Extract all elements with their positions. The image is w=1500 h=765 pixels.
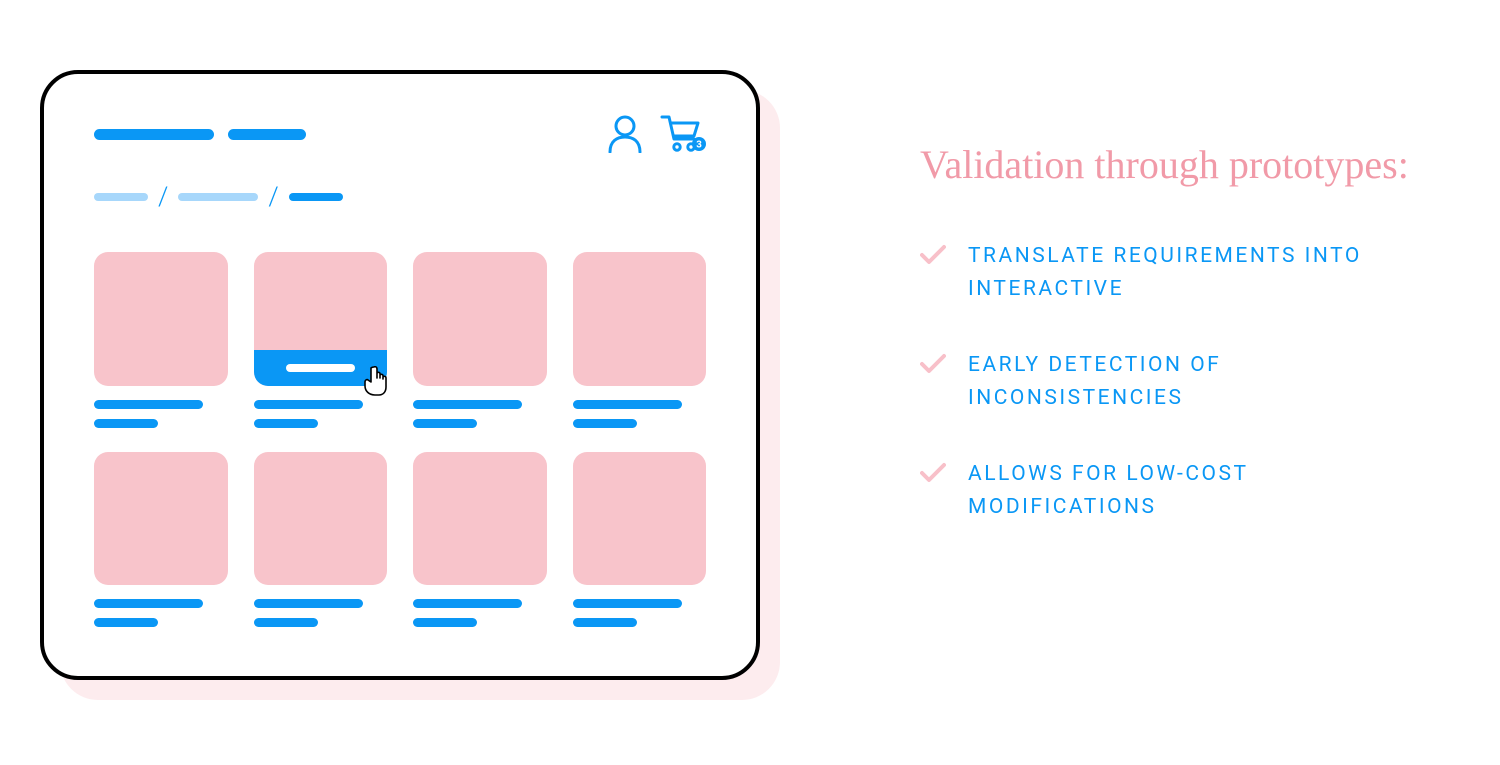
- product-text-placeholder: [413, 618, 477, 627]
- bullet-text: ALLOWS FOR LOW-COST MODIFICATIONS: [968, 458, 1440, 523]
- bullet-item: TRANSLATE REQUIREMENTS INTO INTERACTIVE: [920, 240, 1440, 305]
- content-panel: Validation through prototypes: TRANSLATE…: [800, 0, 1500, 523]
- product-card: [254, 452, 388, 628]
- product-card: [413, 452, 547, 628]
- product-image-placeholder: [94, 452, 228, 586]
- wireframe-header: 3: [94, 114, 706, 154]
- product-text-placeholder: [573, 400, 682, 409]
- bullet-list: TRANSLATE REQUIREMENTS INTO INTERACTIVE E…: [920, 240, 1440, 523]
- wireframe-title-placeholder: [94, 129, 306, 140]
- product-grid: [94, 252, 706, 627]
- product-text-placeholder: [94, 400, 203, 409]
- product-text-placeholder: [573, 618, 637, 627]
- product-image-placeholder: [413, 452, 547, 586]
- bullet-text: TRANSLATE REQUIREMENTS INTO INTERACTIVE: [968, 240, 1440, 305]
- user-icon: [608, 115, 642, 153]
- product-image-placeholder: [573, 452, 707, 586]
- product-text-placeholder: [94, 599, 203, 608]
- product-text-placeholder: [254, 618, 318, 627]
- product-text-placeholder: [413, 599, 522, 608]
- product-card: [94, 252, 228, 428]
- breadcrumb-segment: [94, 193, 148, 201]
- product-card: [573, 252, 707, 428]
- prototype-mockup-panel: 3 //: [0, 0, 800, 680]
- heading: Validation through prototypes:: [920, 140, 1440, 190]
- ecommerce-wireframe: 3 //: [40, 70, 760, 680]
- product-text-placeholder: [254, 419, 318, 428]
- bullet-item: EARLY DETECTION OF INCONSISTENCIES: [920, 349, 1440, 414]
- product-text-placeholder: [573, 599, 682, 608]
- breadcrumb-separator: /: [268, 182, 278, 212]
- button-label-placeholder: [286, 364, 355, 372]
- product-card: [573, 452, 707, 628]
- product-text-placeholder: [94, 618, 158, 627]
- cart-icon: 3: [660, 114, 706, 154]
- check-icon: [920, 244, 946, 266]
- breadcrumb-separator: /: [158, 182, 168, 212]
- breadcrumb-segment: [289, 193, 343, 201]
- breadcrumb-segment: [178, 193, 258, 201]
- product-text-placeholder: [254, 400, 363, 409]
- product-text-placeholder: [94, 419, 158, 428]
- cart-badge-count: 3: [696, 140, 702, 151]
- product-card: [94, 452, 228, 628]
- check-icon: [920, 462, 946, 484]
- title-bar-placeholder: [228, 129, 306, 140]
- product-image-placeholder: [573, 252, 707, 386]
- product-text-placeholder: [254, 599, 363, 608]
- product-text-placeholder: [413, 419, 477, 428]
- wireframe-header-icons: 3: [608, 114, 706, 154]
- product-image-placeholder: [413, 252, 547, 386]
- cursor-pointer-icon: [362, 366, 388, 396]
- product-image-placeholder: [254, 452, 388, 586]
- bullet-item: ALLOWS FOR LOW-COST MODIFICATIONS: [920, 458, 1440, 523]
- product-text-placeholder: [573, 419, 637, 428]
- title-bar-placeholder: [94, 129, 214, 140]
- product-image-placeholder: [94, 252, 228, 386]
- product-card: [413, 252, 547, 428]
- check-icon: [920, 353, 946, 375]
- breadcrumb: //: [94, 182, 706, 212]
- product-text-placeholder: [413, 400, 522, 409]
- bullet-text: EARLY DETECTION OF INCONSISTENCIES: [968, 349, 1440, 414]
- product-card: [254, 252, 388, 428]
